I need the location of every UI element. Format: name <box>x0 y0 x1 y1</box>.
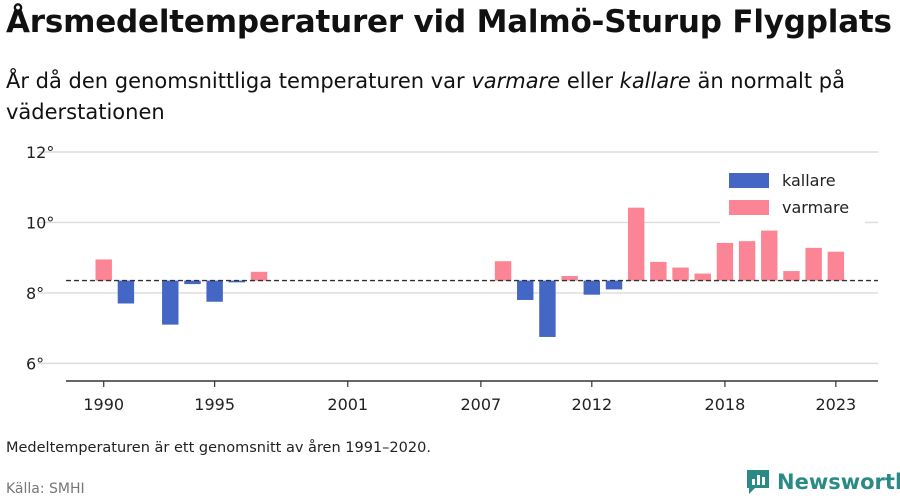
x-tick-label: 2007 <box>461 395 502 414</box>
x-tick-label: 2023 <box>815 395 856 414</box>
subtitle-text: än normalt på väderstationen <box>6 69 845 124</box>
bar-2023 <box>827 251 845 281</box>
chart-subtitle: År då den genomsnittliga temperaturen va… <box>6 66 886 128</box>
x-tick-label: 1990 <box>83 395 124 414</box>
bar-1990 <box>95 259 112 281</box>
subtitle-emphasis-varmare: varmare <box>471 69 561 93</box>
footnote: Medeltemperaturen är ett genomsnitt av å… <box>6 440 431 456</box>
bar-2020 <box>761 230 778 281</box>
bar-2018 <box>716 242 734 281</box>
y-tick-label: 8° <box>26 284 44 303</box>
y-tick-label: 12° <box>26 143 54 162</box>
bar-1994 <box>184 280 201 285</box>
x-tick-label: 1995 <box>194 395 235 414</box>
axes: 6° 8° 10° 12° 1990 1995 2001 2007 2012 2018 2023 <box>26 143 878 414</box>
brand-logo: Newsworthy <box>745 467 900 497</box>
subtitle-text: eller <box>560 69 620 93</box>
legend-label-varmare: varmare <box>782 198 849 217</box>
legend: kallare varmare <box>720 162 865 228</box>
legend-swatch-varmare <box>729 200 769 215</box>
bar-2021 <box>783 271 800 281</box>
bar-2017 <box>694 273 711 281</box>
bar-2014 <box>627 207 645 281</box>
legend-label-kallare: kallare <box>782 171 836 190</box>
y-tick-label: 10° <box>26 213 54 232</box>
x-tick-label: 2018 <box>705 395 746 414</box>
bar-2011 <box>561 276 578 281</box>
subtitle-text: År då den genomsnittliga temperaturen va… <box>6 69 472 93</box>
chart-title: Årsmedeltemperaturer vid Malmö-Sturup Fl… <box>6 4 892 40</box>
legend-swatch-kallare <box>729 173 769 188</box>
bar-2019 <box>738 241 756 281</box>
newsworthy-logo-icon <box>747 470 769 494</box>
bar-1991 <box>117 280 135 304</box>
bars <box>95 207 845 337</box>
bar-1993 <box>162 280 179 325</box>
bar-2013 <box>605 280 623 290</box>
bar-2009 <box>517 280 534 300</box>
bar-2015 <box>650 261 667 281</box>
bar-2010 <box>539 280 556 337</box>
x-tick-label: 2001 <box>327 395 368 414</box>
bar-2022 <box>805 247 822 281</box>
subtitle-emphasis-kallare: kallare <box>619 69 691 93</box>
bar-1997 <box>250 271 268 281</box>
x-tick-label: 2012 <box>571 395 612 414</box>
source-label: Källa: SMHI <box>6 481 85 497</box>
y-tick-label: 6° <box>26 354 44 373</box>
bar-2008 <box>494 261 512 281</box>
bar-1995 <box>206 280 223 302</box>
brand-name: Newsworthy <box>777 470 900 494</box>
bar-1996 <box>228 280 246 283</box>
bar-2016 <box>672 267 689 281</box>
temperature-bar-chart: 6° 8° 10° 12° 1990 1995 2001 2007 2012 2018 2023 k… <box>26 143 878 414</box>
bar-2012 <box>583 280 601 295</box>
